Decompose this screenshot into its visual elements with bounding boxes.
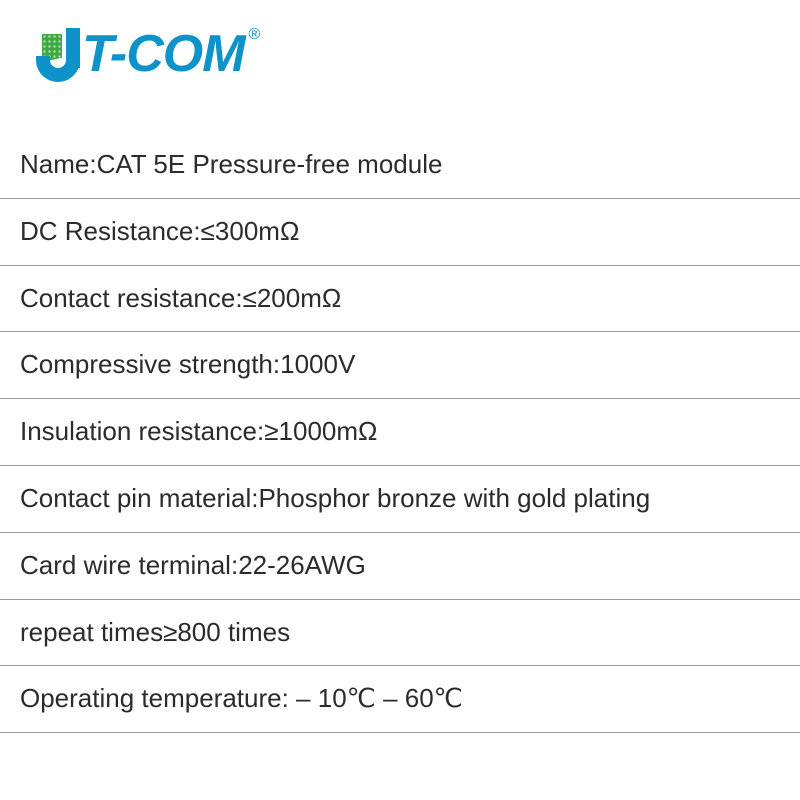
spec-label: Operating temperature [20,683,282,713]
spec-value: 1000V [280,349,355,379]
spec-separator: : [193,216,200,246]
spec-value: ≥1000mΩ [264,416,377,446]
brand-logo: T-COM ® [36,28,800,82]
spec-label: DC Resistance [20,216,193,246]
spec-row: Contact resistance:≤200mΩ [0,266,800,333]
logo-j-mark [36,28,80,82]
spec-value: – 10℃ – 60℃ [289,683,463,713]
spec-separator: : [89,149,96,179]
spec-separator: : [235,283,242,313]
spec-value: CAT 5E Pressure-free module [97,149,443,179]
spec-table: Name:CAT 5E Pressure-free moduleDC Resis… [0,140,800,733]
spec-value: Phosphor bronze with gold plating [258,483,650,513]
spec-row: Operating temperature: – 10℃ – 60℃ [0,666,800,733]
spec-row: Compressive strength:1000V [0,332,800,399]
spec-label: Contact resistance [20,283,235,313]
spec-label: Contact pin material [20,483,251,513]
spec-label: Name [20,149,89,179]
spec-row: repeat times≥800 times [0,600,800,667]
spec-row: Contact pin material:Phosphor bronze wit… [0,466,800,533]
spec-label: Compressive strength [20,349,273,379]
spec-separator: : [282,683,289,713]
spec-label: repeat times [20,617,163,647]
spec-row: Name:CAT 5E Pressure-free module [0,140,800,199]
spec-row: Insulation resistance:≥1000mΩ [0,399,800,466]
spec-value: ≤300mΩ [201,216,300,246]
logo-area: T-COM ® [0,0,800,100]
spec-value: ≤200mΩ [243,283,342,313]
spec-value: 22-26AWG [238,550,366,580]
registered-icon: ® [249,26,261,44]
spec-value: ≥800 times [163,617,290,647]
spec-row: DC Resistance:≤300mΩ [0,199,800,266]
spec-label: Card wire terminal [20,550,231,580]
spec-row: Card wire terminal:22-26AWG [0,533,800,600]
spec-label: Insulation resistance [20,416,257,446]
logo-text: T-COM [82,28,245,80]
